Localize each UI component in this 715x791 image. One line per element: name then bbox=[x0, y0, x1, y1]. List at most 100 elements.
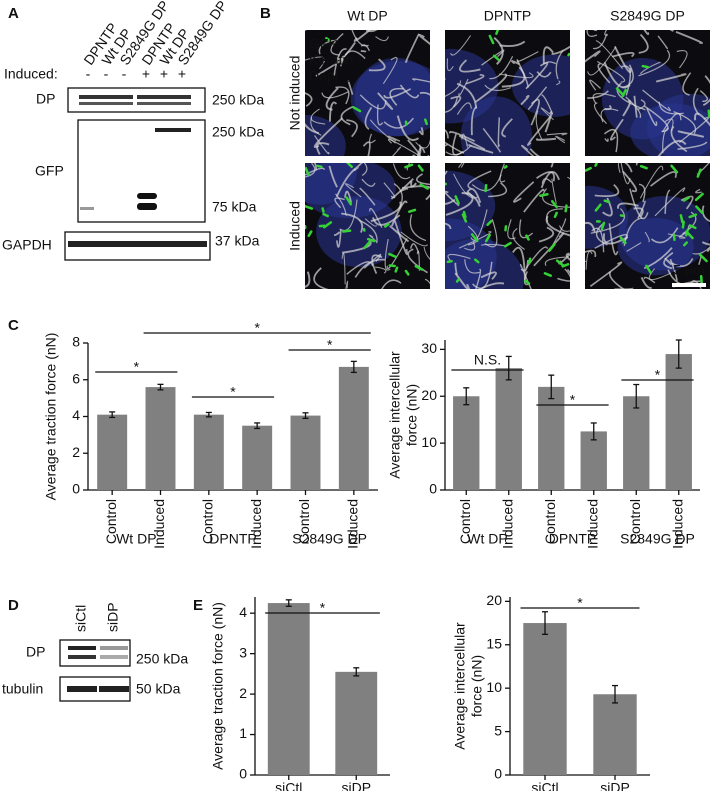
y-tick-label: 2 bbox=[239, 685, 247, 701]
bar bbox=[267, 603, 310, 775]
bar bbox=[623, 396, 650, 490]
fiber bbox=[445, 190, 460, 207]
gfp-signal bbox=[503, 165, 508, 169]
row-label: GFP bbox=[35, 163, 64, 179]
gfp-signal bbox=[485, 233, 491, 243]
marker: 250 kDa bbox=[136, 651, 188, 667]
fiber bbox=[464, 259, 480, 274]
fiber bbox=[550, 163, 554, 168]
significance-label: * bbox=[134, 359, 140, 375]
gfp-signal bbox=[539, 193, 549, 198]
gfp-signal bbox=[484, 184, 488, 193]
induced-sign: + bbox=[160, 66, 168, 82]
group-label: Wt DP bbox=[467, 531, 507, 547]
bar bbox=[193, 414, 224, 490]
gfp-signal bbox=[550, 200, 558, 209]
fiber bbox=[305, 92, 313, 107]
blot-band bbox=[173, 102, 191, 105]
fiber bbox=[669, 258, 678, 281]
y-tick-label: 0 bbox=[72, 481, 80, 497]
fiber bbox=[670, 125, 688, 153]
column-title: Wt DP bbox=[347, 8, 387, 24]
significance-label: * bbox=[254, 320, 260, 336]
y-tick-label: 6 bbox=[72, 370, 80, 386]
x-tick-label: Control bbox=[200, 499, 216, 544]
fiber bbox=[336, 229, 342, 248]
gfp-signal bbox=[695, 205, 704, 214]
gfp-signal bbox=[470, 233, 479, 243]
micrograph-content bbox=[445, 163, 570, 289]
gfp-signal bbox=[682, 241, 689, 247]
gfp-signal bbox=[555, 259, 565, 267]
fiber bbox=[535, 110, 543, 141]
fiber bbox=[544, 111, 553, 133]
fiber bbox=[600, 108, 619, 123]
fiber bbox=[551, 45, 570, 55]
gfp-signal bbox=[305, 166, 310, 177]
fiber bbox=[339, 199, 358, 231]
gfp-signal bbox=[525, 234, 530, 241]
fiber bbox=[450, 35, 472, 56]
fiber bbox=[557, 268, 570, 282]
gfp-signal bbox=[492, 54, 500, 61]
fiber bbox=[593, 30, 597, 32]
bar bbox=[145, 387, 176, 490]
fiber bbox=[520, 260, 529, 272]
fiber bbox=[328, 165, 338, 188]
gfp-signal bbox=[600, 221, 606, 231]
fiber bbox=[682, 72, 692, 96]
row-label: DP bbox=[26, 644, 45, 660]
fiber bbox=[611, 51, 635, 58]
bar bbox=[338, 366, 369, 490]
fiber bbox=[614, 287, 634, 289]
blot-band bbox=[79, 95, 97, 99]
fiber bbox=[345, 280, 349, 289]
fiber bbox=[622, 170, 638, 193]
gfp-signal bbox=[383, 222, 390, 228]
fiber bbox=[446, 58, 454, 72]
fiber bbox=[375, 266, 387, 274]
gfp-signal bbox=[424, 118, 428, 126]
bar bbox=[290, 415, 321, 490]
gfp-signal bbox=[619, 236, 627, 245]
y-tick-label: 2 bbox=[72, 444, 80, 460]
gfp-signal bbox=[316, 164, 323, 169]
x-tick-label: Control bbox=[627, 499, 643, 544]
gfp-signal bbox=[325, 36, 331, 42]
fiber bbox=[643, 105, 669, 133]
y-tick-label: 1 bbox=[239, 725, 247, 741]
y-tick-label: 8 bbox=[72, 334, 80, 350]
induced-sign: + bbox=[142, 66, 150, 82]
fiber bbox=[525, 61, 549, 90]
induced-sign: - bbox=[122, 66, 127, 82]
fiber bbox=[310, 116, 322, 136]
fiber bbox=[643, 276, 656, 284]
gfp-signal bbox=[603, 199, 611, 204]
fiber bbox=[638, 183, 646, 203]
x-tick-label: siDP bbox=[600, 780, 630, 791]
fiber bbox=[484, 84, 512, 91]
fiber bbox=[371, 254, 383, 274]
gfp-signal bbox=[414, 264, 424, 271]
fiber bbox=[382, 56, 398, 84]
marker: 250 kDa bbox=[212, 92, 264, 108]
fiber bbox=[696, 163, 710, 175]
fiber bbox=[642, 89, 671, 112]
fiber bbox=[381, 279, 402, 289]
fiber bbox=[622, 99, 632, 117]
bar bbox=[523, 623, 567, 775]
panel-label: A bbox=[8, 5, 19, 22]
fiber bbox=[384, 238, 391, 271]
blot-band bbox=[100, 655, 128, 659]
y-axis-label: force (nN) bbox=[469, 655, 485, 717]
gfp-signal bbox=[322, 212, 329, 218]
fiber bbox=[449, 131, 475, 142]
fiber bbox=[604, 129, 619, 153]
fiber bbox=[377, 92, 394, 110]
column-title: DPNTP bbox=[484, 8, 531, 24]
fiber bbox=[655, 73, 687, 83]
fiber bbox=[368, 133, 376, 144]
fiber bbox=[341, 212, 364, 233]
fiber bbox=[587, 46, 617, 76]
fiber bbox=[675, 31, 703, 44]
